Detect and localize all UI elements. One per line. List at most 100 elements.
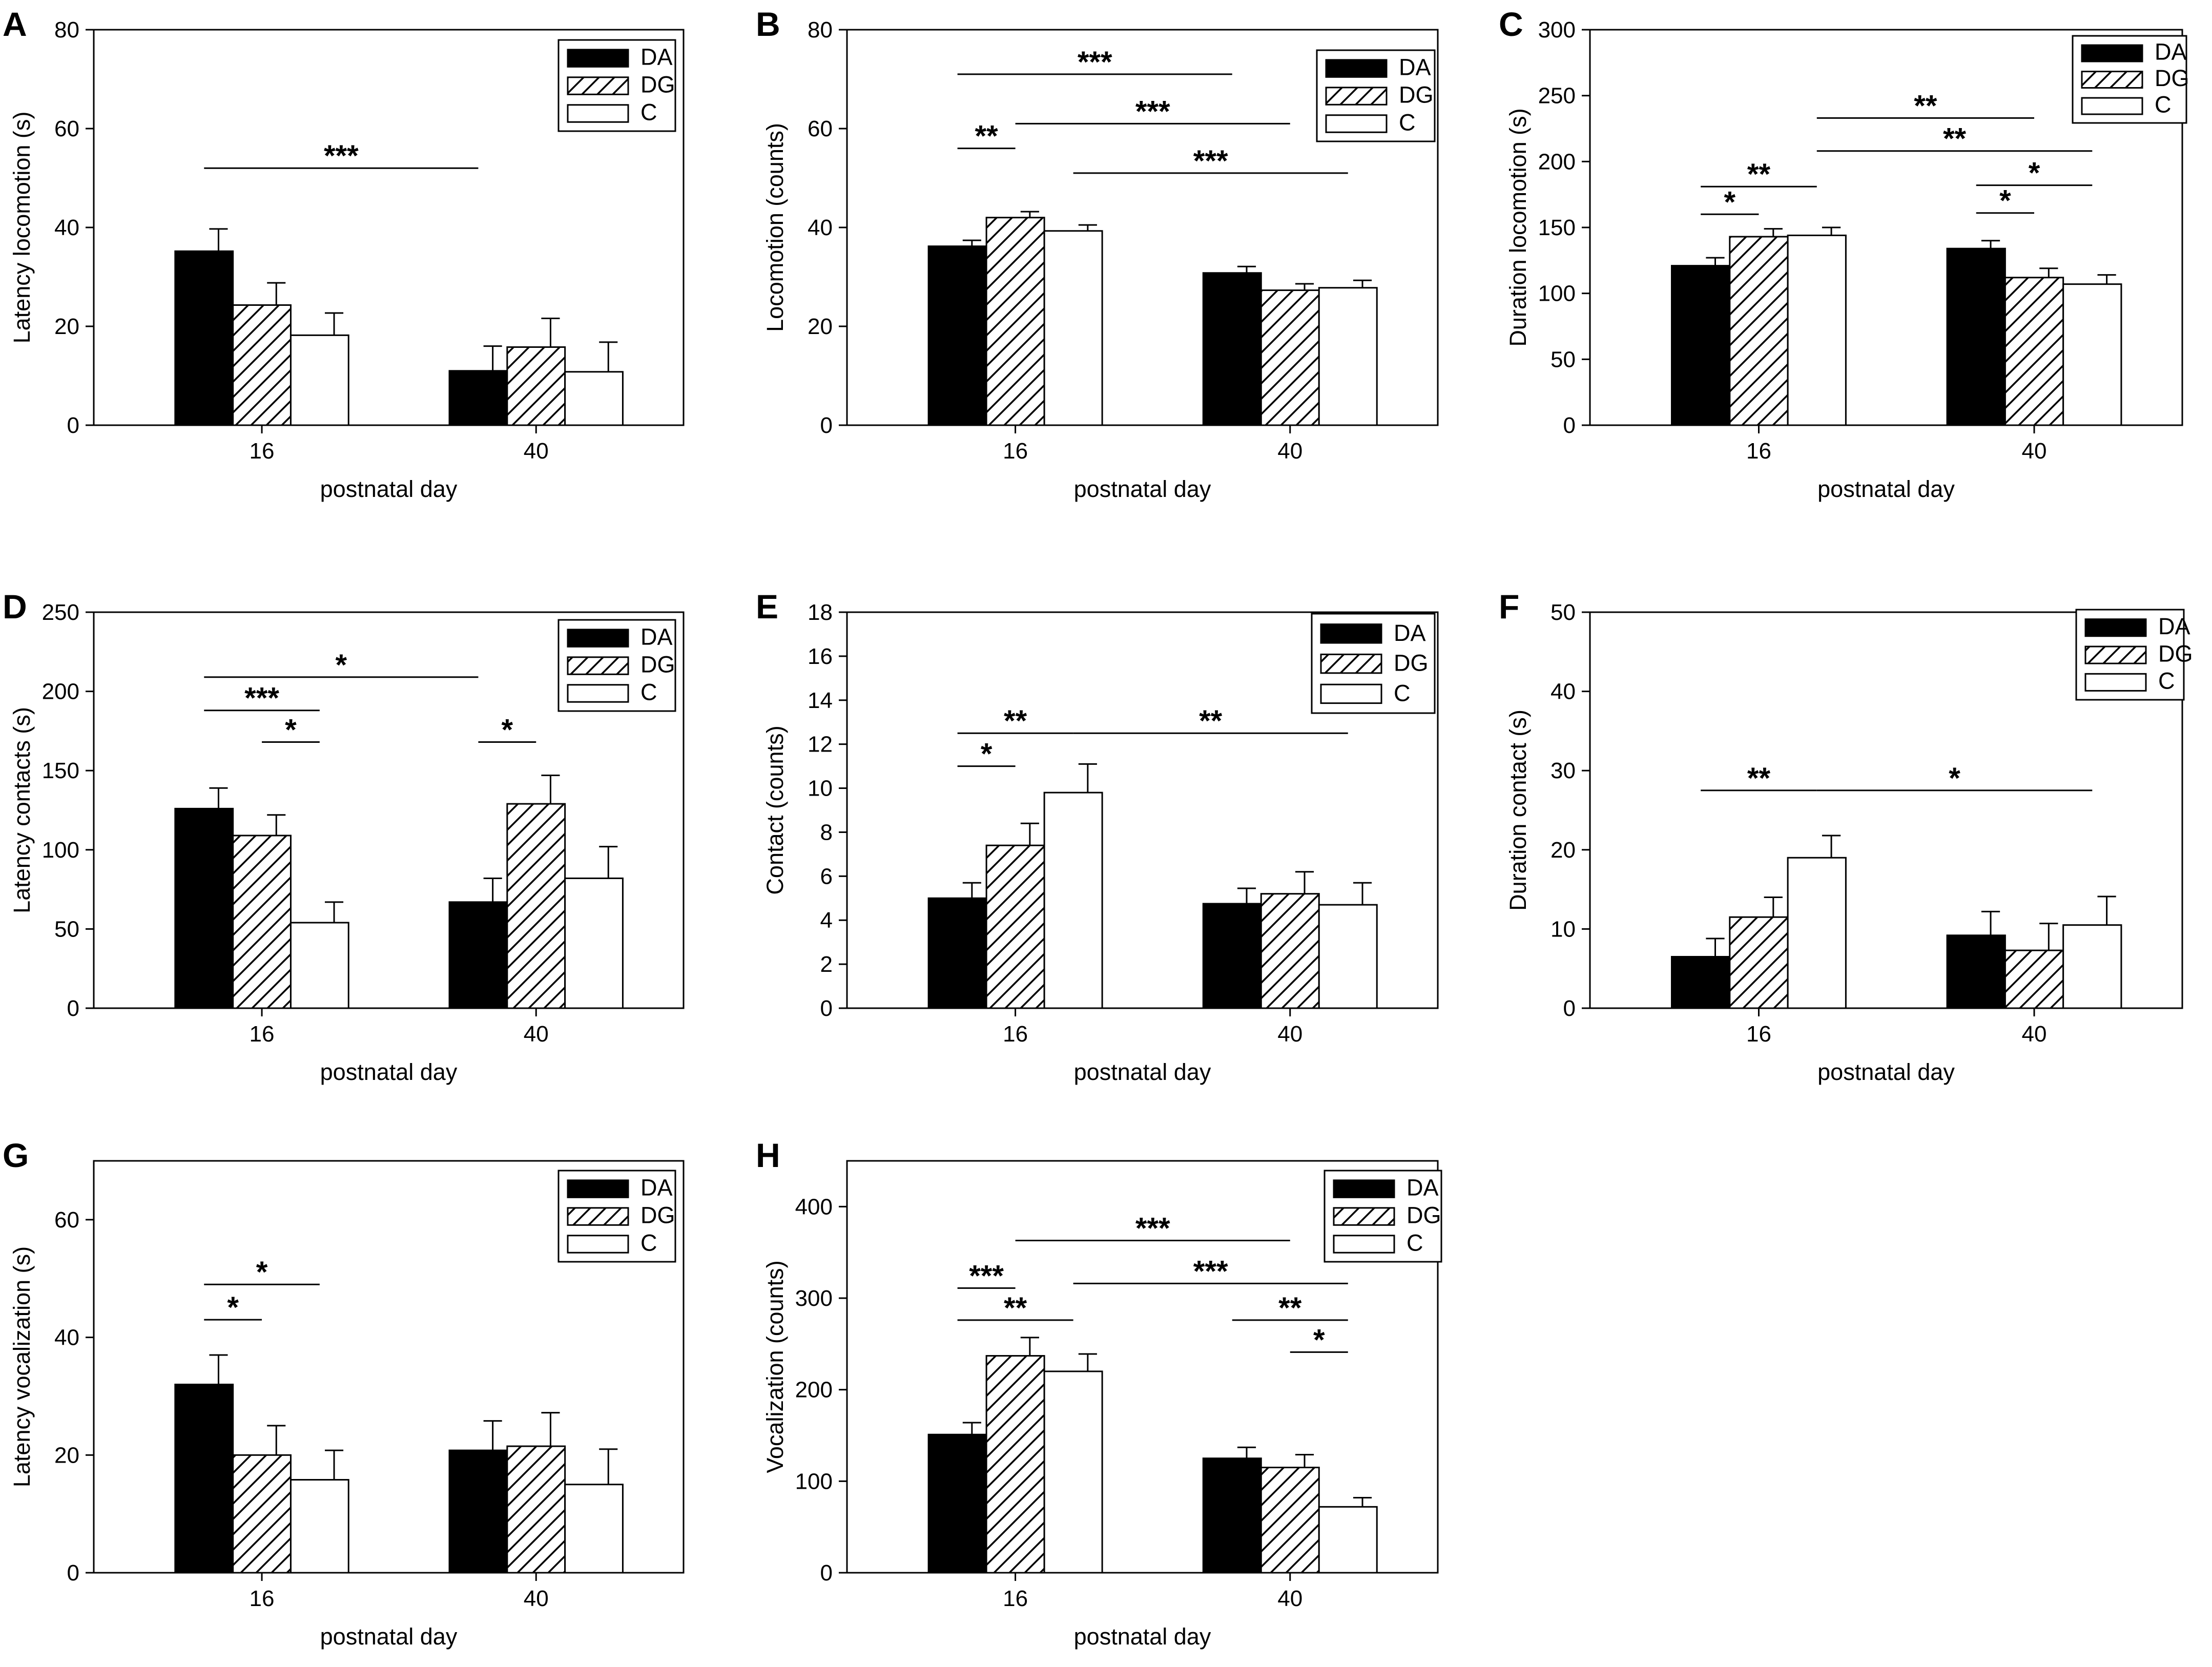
bar-da: [448, 370, 508, 426]
significance-label: **: [1943, 122, 1967, 156]
significance-label: *: [256, 1256, 268, 1289]
legend-label: DA: [640, 44, 673, 70]
y-tick-label: 20: [54, 1443, 79, 1468]
bar-da: [927, 245, 987, 426]
bar-c: [564, 877, 624, 1009]
legend-swatch-c: [2081, 97, 2143, 115]
legend-label: DA: [1399, 54, 1431, 80]
y-axis-label: Latency contacts (s): [9, 707, 35, 913]
bar-da: [927, 1433, 987, 1574]
panel-letter: D: [3, 588, 27, 626]
legend-label: DG: [640, 651, 675, 677]
significance-label: *: [1999, 184, 2011, 218]
y-tick-label: 20: [1551, 838, 1576, 863]
legend-label: C: [1394, 680, 1411, 706]
bar-da: [1202, 903, 1262, 1009]
y-axis-label: Latency vocalization (s): [9, 1246, 35, 1487]
legend-label: C: [640, 99, 657, 125]
legend-swatch-dg: [1333, 1207, 1395, 1226]
y-tick-label: 100: [795, 1469, 833, 1494]
y-tick-label: 40: [54, 1325, 79, 1350]
bar-c: [1787, 857, 1847, 1009]
plot-frame: [846, 611, 1439, 1009]
y-axis-label: Contact (counts): [762, 725, 788, 894]
bar-dg: [1260, 289, 1320, 426]
bar-dg: [232, 835, 292, 1009]
y-tick-label: 60: [54, 116, 79, 141]
x-tick-label: 16: [1003, 439, 1028, 464]
bar-da: [1671, 265, 1731, 426]
plot-frame: [1589, 611, 2183, 1009]
x-axis-label: postnatal day: [320, 1623, 458, 1650]
legend-label: DG: [1394, 650, 1429, 676]
panel-C: C 0 50 100 150 200 250 300 16 40 postnatal day Dura…: [1499, 5, 2189, 502]
y-tick-label: 16: [808, 644, 833, 669]
x-tick-label: 40: [524, 1586, 549, 1611]
bar-c: [290, 1479, 349, 1574]
y-axis-label: Latency locomotion (s): [9, 112, 35, 344]
y-tick-label: 100: [1538, 281, 1576, 306]
significance-label: *: [1949, 762, 1960, 795]
x-tick-label: 16: [1003, 1586, 1028, 1611]
bar-da: [1946, 934, 2006, 1009]
x-tick-label: 40: [1277, 1586, 1303, 1611]
x-tick-label: 40: [524, 439, 549, 464]
legend-swatch-da: [1320, 623, 1382, 644]
panel-letter: C: [1499, 5, 1523, 43]
x-axis-label: postnatal day: [320, 476, 458, 502]
x-tick-label: 16: [250, 1022, 275, 1047]
bar-da: [448, 901, 508, 1009]
bar-da: [1202, 1457, 1262, 1574]
bar-dg: [1260, 1467, 1320, 1574]
y-tick-label: 30: [1551, 758, 1576, 783]
panel-G: G 0 20 40 60 16 40 postnatal day Latency vocaliz…: [3, 1136, 685, 1650]
bar-da: [174, 807, 234, 1009]
legend-label: C: [1399, 109, 1416, 135]
bar-c: [2062, 924, 2122, 1009]
legend-swatch-dg: [567, 656, 629, 675]
x-tick-label: 16: [1746, 1022, 1771, 1047]
panel-A: A 0 20 40 60 80 16 40 postnatal day Latency locom…: [3, 5, 685, 502]
legend-label: DA: [640, 624, 673, 650]
y-tick-label: 10: [1551, 916, 1576, 942]
x-tick-label: 40: [1277, 1022, 1303, 1047]
legend-swatch-c: [567, 104, 629, 123]
legend-swatch-da: [1325, 59, 1388, 78]
x-tick-label: 16: [1746, 439, 1771, 464]
y-tick-label: 0: [67, 413, 79, 438]
bar-c: [1318, 904, 1378, 1009]
y-tick-label: 40: [1551, 679, 1576, 704]
y-tick-label: 400: [795, 1194, 833, 1219]
panel-E: E 0 2 4 6 8 10 12 14 16 18 16 40 postnatal day Contact…: [756, 588, 1439, 1085]
significance-label: ***: [1193, 1255, 1228, 1288]
significance-label: ***: [244, 682, 279, 715]
bar-da: [448, 1449, 508, 1574]
bar-dg: [2004, 277, 2064, 426]
x-tick-label: 40: [2022, 439, 2047, 464]
y-tick-label: 4: [820, 908, 833, 933]
y-tick-label: 0: [820, 996, 833, 1021]
legend-label: DG: [1407, 1202, 1441, 1228]
bar-c: [1787, 234, 1847, 426]
panel-letter: A: [3, 5, 27, 43]
legend-swatch-da: [567, 629, 629, 648]
x-tick-label: 16: [250, 1586, 275, 1611]
y-tick-label: 8: [820, 820, 833, 845]
bar-dg: [985, 1355, 1045, 1574]
bar-da: [1946, 247, 2006, 426]
bar-da: [1671, 956, 1731, 1009]
y-tick-label: 40: [54, 215, 79, 240]
bar-dg: [506, 1445, 566, 1574]
bar-c: [290, 334, 349, 426]
x-axis-label: postnatal day: [1074, 1059, 1211, 1085]
legend-swatch-c: [2084, 673, 2147, 692]
y-tick-label: 20: [808, 314, 833, 339]
y-tick-label: 14: [808, 688, 833, 713]
y-tick-label: 12: [808, 732, 833, 757]
legend-swatch-da: [567, 49, 629, 68]
significance-label: **: [975, 120, 999, 153]
